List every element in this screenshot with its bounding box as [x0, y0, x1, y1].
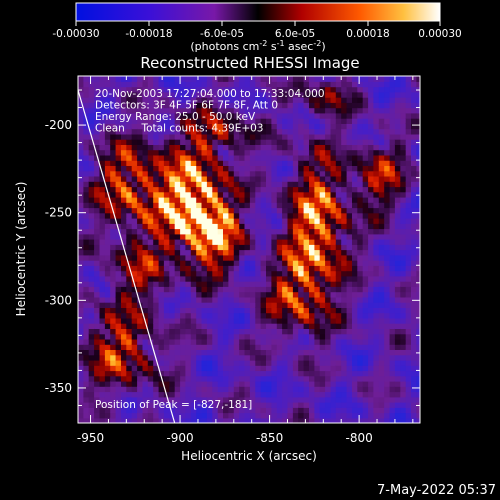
colorbar-tick-label: 6.0e-05: [275, 28, 315, 40]
colorbar-tick-label: -0.00030: [52, 28, 99, 40]
colorbar-gradient: [75, 2, 441, 22]
plot-frame: [77, 75, 421, 424]
colorbar-tick-label: -0.00018: [125, 28, 172, 40]
colorbar-tick-label: 0.00018: [346, 28, 389, 40]
axis-ticks: -950 -900 -850 -800 -200 -250 -300 -350: [45, 76, 420, 445]
info-line: Energy Range: 25.0 - 50.0 keV: [95, 111, 256, 123]
info-text: 20-Nov-2003 17:27:04.000 to 17:33:04.000…: [95, 88, 325, 135]
info-line: Detectors: 3F 4F 5F 6F 7F 8F, Att 0: [95, 100, 278, 112]
footer-timestamp: 7-May-2022 05:37: [377, 483, 496, 498]
info-line: Clean Total counts: 4.39E+03: [95, 123, 264, 135]
y-tick-label: -200: [45, 118, 72, 132]
y-tick-label: -350: [45, 381, 72, 395]
colorbar-tick-label: 0.00030: [418, 28, 461, 40]
colorbar-ticks: -0.00030 -0.00018 -6.0e-05 6.0e-05 0.00018 0.…: [52, 21, 462, 40]
heatmap-image: [78, 76, 420, 423]
y-tick-label: -300: [45, 293, 72, 307]
y-axis-label: Heliocentric Y (arcsec): [14, 182, 28, 317]
colorbar-tick-label: -6.0e-05: [200, 28, 244, 40]
info-line: 20-Nov-2003 17:27:04.000 to 17:33:04.000: [95, 88, 325, 100]
chart-title: Reconstructed RHESSI Image: [140, 54, 359, 72]
peak-position-label: Position of Peak = [-827,-181]: [95, 399, 252, 411]
x-tick-label: -900: [166, 431, 193, 445]
colorbar-unit-label: (photons cm-2 s-1 asec-2): [190, 39, 325, 53]
solar-limb-line: [78, 89, 176, 423]
x-tick-label: -950: [77, 431, 104, 445]
x-tick-label: -800: [346, 431, 373, 445]
y-tick-label: -250: [45, 206, 72, 220]
x-axis-label: Heliocentric X (arcsec): [181, 449, 317, 463]
colorbar: -0.00030 -0.00018 -6.0e-05 6.0e-05 0.00018 0.…: [52, 2, 462, 53]
x-tick-label: -850: [256, 431, 283, 445]
